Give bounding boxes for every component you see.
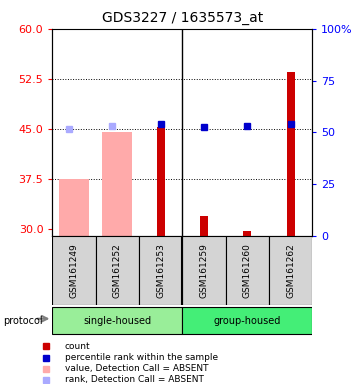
Bar — [102, 132, 132, 236]
Text: group-housed: group-housed — [214, 316, 281, 326]
Text: GSM161253: GSM161253 — [156, 243, 165, 298]
Text: count: count — [65, 342, 90, 351]
Text: single-housed: single-housed — [83, 316, 151, 326]
Bar — [52, 307, 182, 334]
Bar — [287, 72, 295, 236]
Text: rank, Detection Call = ABSENT: rank, Detection Call = ABSENT — [65, 375, 204, 384]
Text: GSM161260: GSM161260 — [243, 243, 252, 298]
Bar — [226, 236, 269, 305]
Bar — [269, 236, 312, 305]
Bar — [52, 236, 96, 305]
Bar — [96, 236, 139, 305]
Bar — [243, 231, 251, 236]
Text: GSM161252: GSM161252 — [113, 243, 122, 298]
Text: protocol: protocol — [4, 316, 43, 326]
Title: GDS3227 / 1635573_at: GDS3227 / 1635573_at — [102, 11, 263, 25]
Bar — [200, 216, 208, 236]
Text: GSM161259: GSM161259 — [200, 243, 208, 298]
Text: percentile rank within the sample: percentile rank within the sample — [65, 353, 218, 362]
Text: GSM161262: GSM161262 — [286, 243, 295, 298]
Bar — [139, 236, 182, 305]
Bar — [157, 127, 165, 236]
Text: GSM161249: GSM161249 — [70, 243, 78, 298]
Bar — [182, 307, 312, 334]
Bar — [59, 179, 89, 236]
Text: value, Detection Call = ABSENT: value, Detection Call = ABSENT — [65, 364, 208, 373]
Bar — [182, 236, 226, 305]
